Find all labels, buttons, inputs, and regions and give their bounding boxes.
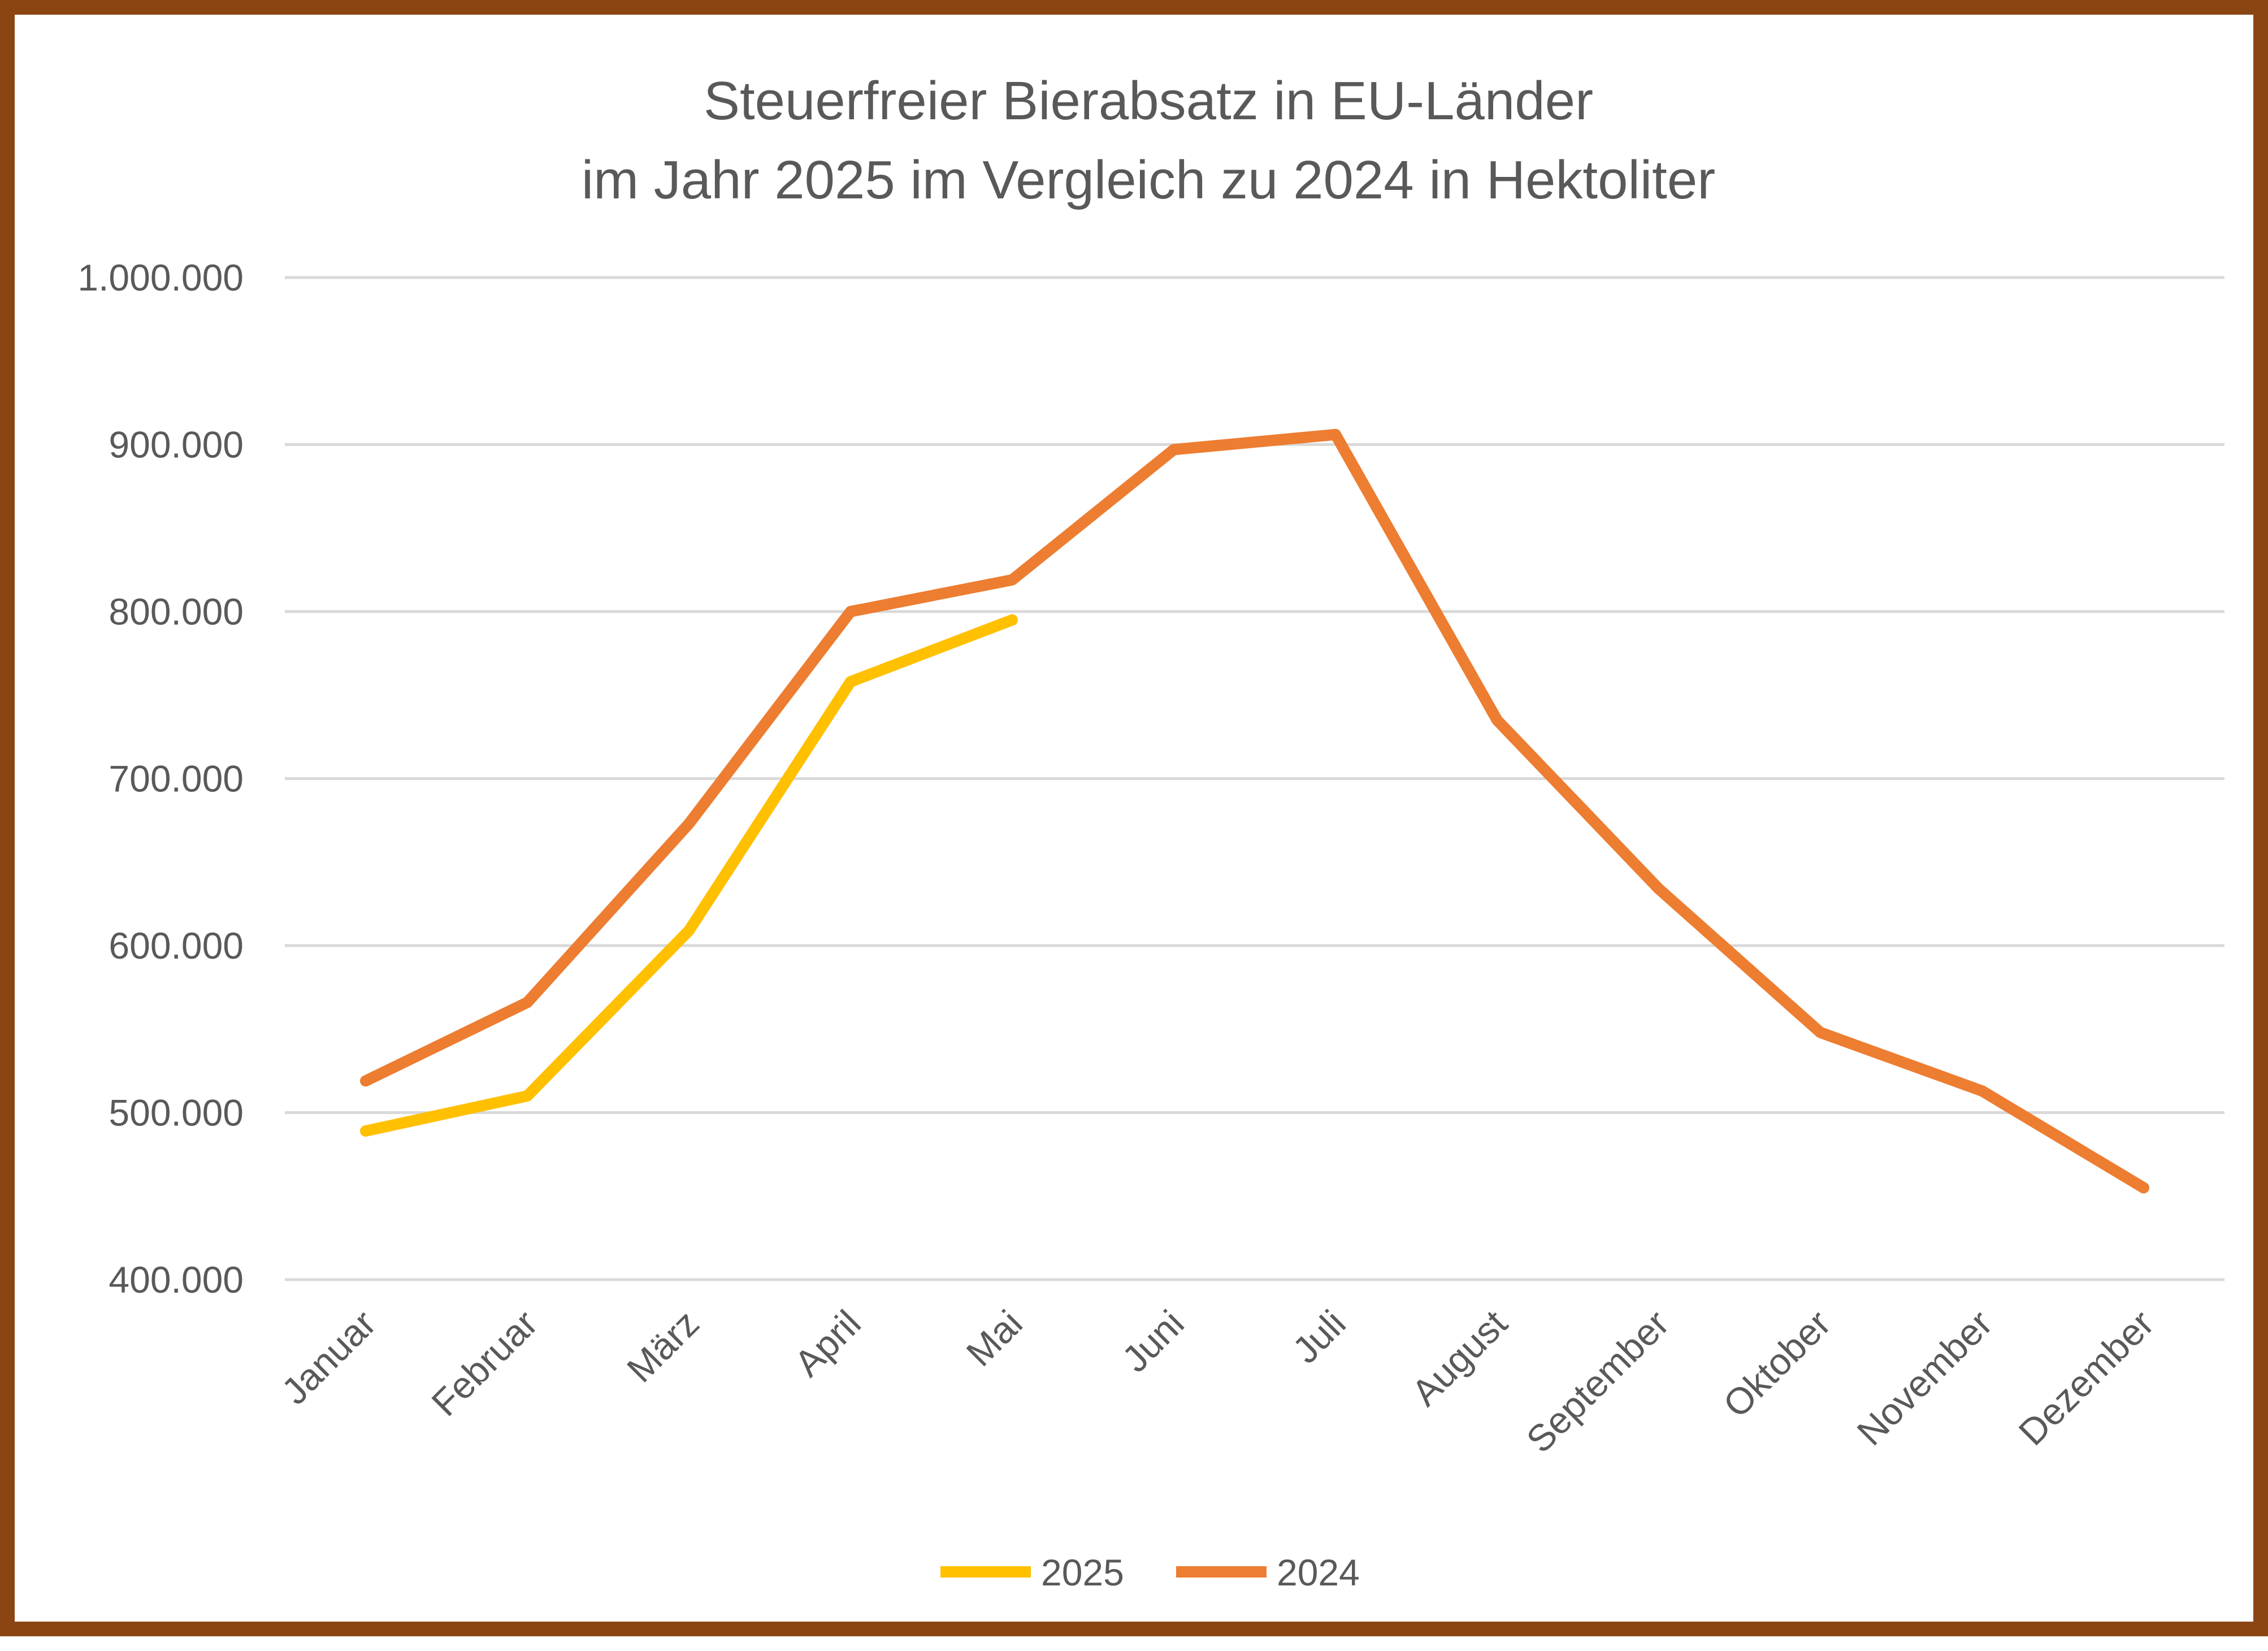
x-tick-label: Juli (1285, 1302, 1354, 1371)
data-point (1981, 1090, 1983, 1092)
y-tick-label: 500.000 (109, 1092, 244, 1134)
x-tick-label: März (619, 1302, 707, 1390)
x-tick-label: September (1518, 1302, 1677, 1461)
legend-item-2024: 2024 (1176, 1552, 1360, 1593)
data-point (2143, 1187, 2144, 1189)
y-tick-label: 900.000 (109, 424, 244, 466)
data-point (1335, 434, 1336, 435)
series-2025 (360, 614, 1018, 1137)
data-point (527, 1002, 528, 1003)
legend-item-2025: 2025 (940, 1552, 1124, 1593)
y-tick-label: 1.000.000 (77, 257, 244, 298)
data-point (527, 1095, 528, 1097)
legend-label: 2025 (1041, 1552, 1124, 1593)
x-tick-label: Januar (274, 1302, 384, 1412)
data-point (1173, 449, 1174, 450)
data-point (1820, 1032, 1821, 1033)
chart-title-line-2: im Jahr 2025 im Vergleich zu 2024 in Hek… (582, 150, 1715, 210)
data-point (688, 823, 689, 825)
chart-title-line-1: Steuerfreier Bierabsatz in EU-Länder (704, 71, 1593, 131)
x-tick-label: Dezember (2010, 1302, 2162, 1454)
data-point (1658, 888, 1659, 890)
legend-label: 2024 (1277, 1552, 1360, 1593)
y-axis-ticks: 400.000 500.000 600.000 700.000 800.000 900.0… (77, 257, 244, 1301)
x-tick-label: November (1849, 1302, 2000, 1454)
series-2024 (360, 428, 2149, 1194)
data-point (850, 681, 851, 683)
data-point (365, 1130, 366, 1132)
data-point (1497, 720, 1498, 721)
series-line-2025 (360, 614, 1018, 1137)
legend: 2025 2024 (940, 1552, 1360, 1593)
x-tick-label: Juni (1114, 1302, 1192, 1380)
data-point (1012, 579, 1013, 580)
y-tick-label: 800.000 (109, 591, 244, 632)
data-point (365, 1080, 366, 1082)
y-tick-label: 700.000 (109, 758, 244, 800)
gridlines (285, 276, 2224, 1281)
x-tick-label: Oktober (1715, 1302, 1838, 1425)
x-tick-label: April (786, 1302, 869, 1385)
x-tick-label: Februar (423, 1302, 545, 1424)
series-line-2024 (360, 428, 2149, 1194)
x-tick-label: August (1403, 1302, 1515, 1414)
y-tick-label: 600.000 (109, 925, 244, 967)
data-point (1012, 619, 1013, 621)
chart-title: Steuerfreier Bierabsatz in EU-Länder im … (582, 71, 1715, 210)
data-point (688, 930, 689, 931)
x-tick-label: Mai (958, 1302, 1030, 1375)
line-chart: Steuerfreier Bierabsatz in EU-Länder im … (77, 71, 2224, 1593)
data-point (850, 611, 851, 612)
x-axis-ticks: Januar Februar März April Mai Juni Juli August S… (274, 1302, 2162, 1461)
y-tick-label: 400.000 (109, 1259, 244, 1301)
series-lines (360, 428, 2149, 1194)
